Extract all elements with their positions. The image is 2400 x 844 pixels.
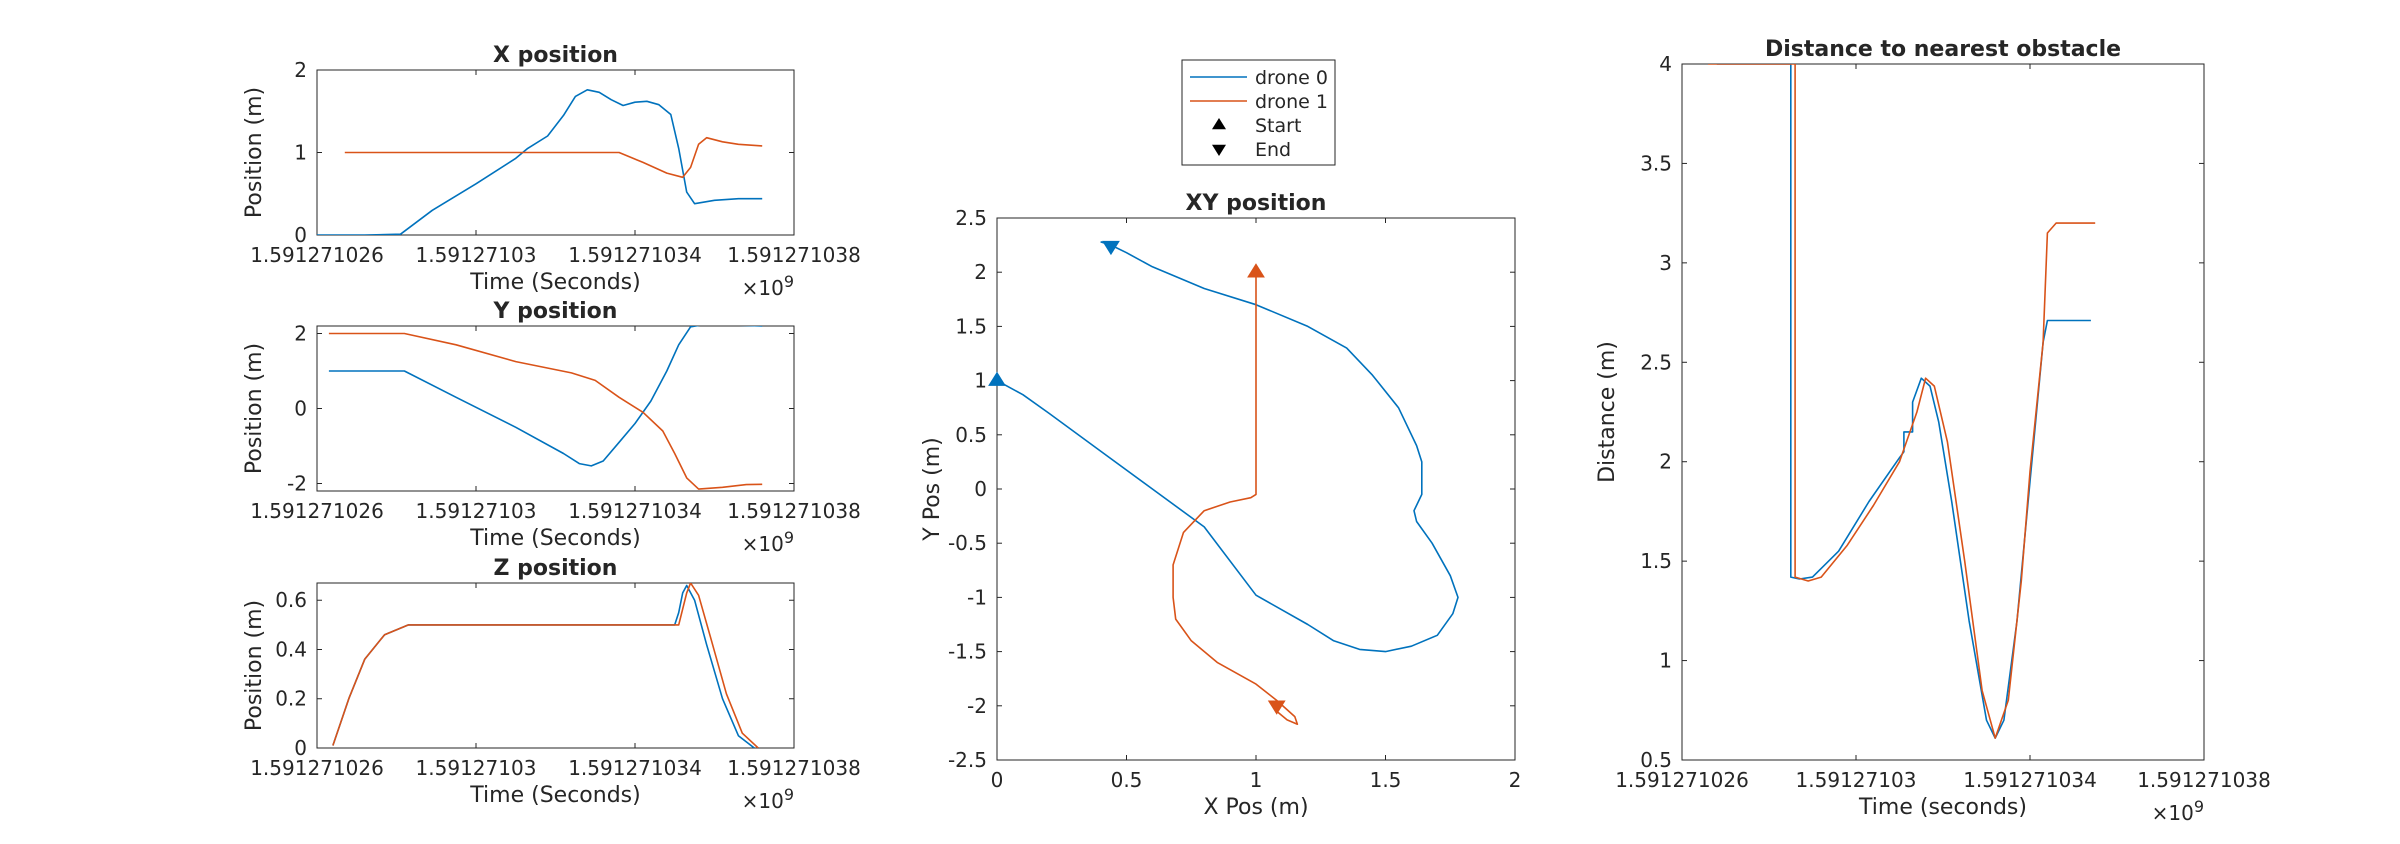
y-tick-label: 3.5 [1640,151,1672,175]
x-exponent-label: ×109 [742,528,794,556]
y-tick-label: 0 [974,477,987,501]
y-tick-label: 2 [294,58,307,82]
y-tick-label: 1 [1659,649,1672,673]
start-marker-drone-1 [1247,263,1265,278]
x-axis-label: Time (Seconds) [469,270,640,295]
chart-title: Distance to nearest obstacle [1765,37,2121,62]
y-tick-label: -0.5 [948,531,987,555]
legend-label: End [1255,139,1291,161]
legend-label: drone 0 [1255,67,1328,89]
y-tick-label: 1 [294,141,307,165]
y-axis-label: Position (m) [242,343,267,474]
series-line-drone-1 [332,583,759,748]
x-tick-label: 1.591271034 [568,243,702,267]
series-line-drone-0 [997,241,1459,653]
x-tick-label: 1.59127103 [1796,768,1917,792]
y-tick-label: 0.5 [955,423,987,447]
legend-label: drone 1 [1255,91,1328,113]
y-tick-label: 2.5 [955,206,987,230]
y-tick-label: 0 [294,736,307,760]
series-line-drone-1 [1708,64,2096,739]
y-axis-label: Position (m) [242,87,267,218]
series-line-drone-1 [344,136,763,179]
x-tick-label: 1.591271026 [250,499,384,523]
axes-box [316,325,795,492]
chart-y: 1.591271026 1.59127103 1.591271034 1.591271… [242,299,861,556]
y-tick-label: 3 [1659,251,1672,275]
y-tick-label: 0.2 [275,687,307,711]
y-tick-label: 1.5 [1640,549,1672,573]
chart-title: Y position [493,299,618,324]
chart-dist: 1.591271026 1.59127103 1.591271034 1.591271… [1595,37,2271,825]
y-tick-label: -2 [967,694,987,718]
x-tick-label: 1.59127103 [416,499,537,523]
chart-z: 1.591271026 1.59127103 1.591271034 1.591271… [242,556,861,813]
x-tick-label: 1.59127103 [416,243,537,267]
series-line-drone-0 [317,89,763,235]
y-tick-label: -2.5 [948,748,987,772]
x-tick-label: 1.591271034 [568,756,702,780]
series-line-drone-0 [328,326,763,467]
x-axis-label: X Pos (m) [1203,795,1308,820]
x-tick-label: 1.591271038 [727,243,861,267]
x-tick-label: 1.591271034 [1963,768,2097,792]
x-tick-label: 1.591271026 [1615,768,1749,792]
x-exponent-label: ×109 [742,272,794,300]
x-tick-label: 2 [1509,768,1522,792]
end-marker-drone-1 [1267,700,1286,715]
x-tick-label: 1.591271038 [2137,768,2271,792]
x-tick-label: 1.591271034 [568,499,702,523]
end-marker-drone-0 [1102,240,1120,256]
x-tick-label: 0 [991,768,1004,792]
axes-box [316,582,795,749]
y-tick-label: 2 [1659,450,1672,474]
y-tick-label: 0.6 [275,588,307,612]
y-tick-label: 1.5 [955,314,987,338]
x-tick-label: 1.591271038 [727,756,861,780]
start-marker-drone-0 [988,371,1006,386]
y-tick-label: 0 [294,397,307,421]
legend-symbol-start [1212,118,1226,130]
x-axis-label: Time (seconds) [1858,795,2027,820]
chart-title: Z position [494,556,618,581]
y-tick-label: 0.5 [1640,748,1672,772]
x-axis-label: Time (Seconds) [469,783,640,808]
x-exponent-label: ×109 [742,785,794,813]
x-exponent-label: ×109 [2152,797,2204,825]
y-tick-label: -1.5 [948,640,987,664]
x-tick-label: 1.591271026 [250,756,384,780]
chart-title: XY position [1186,191,1327,216]
axes-box [1681,63,2205,761]
legend-symbol-end [1212,144,1226,156]
x-tick-label: 0.5 [1111,768,1143,792]
y-tick-label: 2 [974,260,987,284]
y-axis-label: Position (m) [242,600,267,731]
chart-xy: 0 0.5 1 1.5 2 -2.5 -2 -1.5 -1 -0.5 0 0.5 1 1.5 2 2.5 XY … [920,59,1522,820]
x-axis-label: Time (Seconds) [469,526,640,551]
y-tick-label: 2.5 [1640,350,1672,374]
chart-x: 1.591271026 1.59127103 1.591271034 1.591271… [242,43,861,300]
y-tick-label: -2 [287,472,307,496]
y-tick-label: 4 [1659,52,1672,76]
series-line-drone-1 [328,332,763,490]
x-tick-label: 1.591271038 [727,499,861,523]
chart-title: X position [493,43,618,68]
y-tick-label: -1 [967,585,987,609]
y-axis-label: Y Pos (m) [920,437,945,541]
x-tick-label: 1.59127103 [416,756,537,780]
legend-label: Start [1255,115,1301,137]
x-tick-label: 1.591271026 [250,243,384,267]
x-tick-label: 1 [1250,768,1263,792]
y-tick-label: 0 [294,223,307,247]
y-tick-label: 0.4 [275,637,307,661]
y-axis-label: Distance (m) [1595,341,1620,483]
series-line-drone-1 [1172,272,1299,725]
y-tick-label: 2 [294,322,307,346]
x-tick-label: 1.5 [1370,768,1402,792]
y-tick-label: 1 [974,369,987,393]
